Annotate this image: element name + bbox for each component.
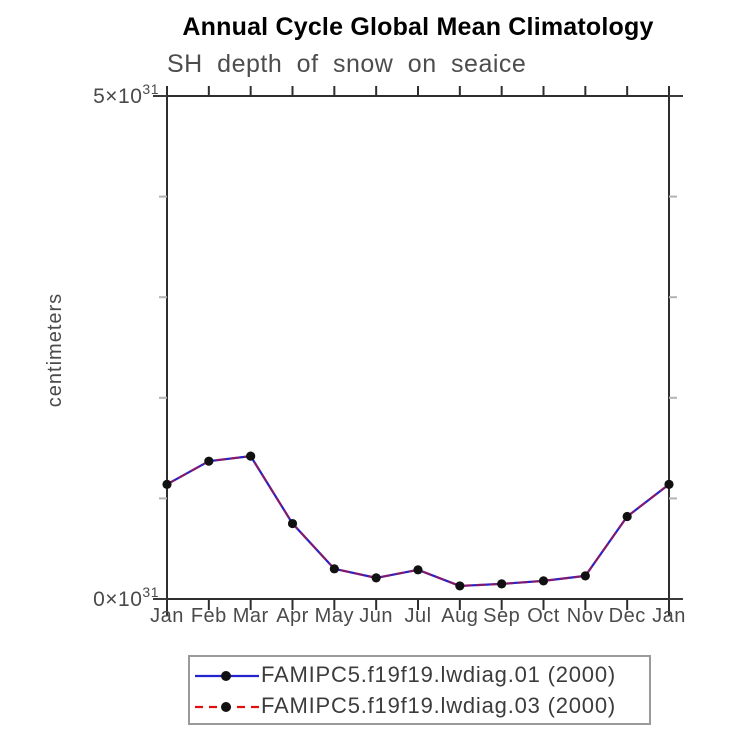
month-tick-label: Mar [233, 605, 269, 627]
data-point-marker [204, 456, 214, 466]
data-point-marker [538, 576, 549, 586]
axis-frame [166, 95, 670, 600]
month-tick-label: Aug [441, 605, 478, 627]
data-point-marker [162, 479, 172, 489]
data-point-marker [246, 451, 256, 461]
month-tick-label: Dec [609, 605, 646, 627]
month-tick-label: Jan [652, 605, 686, 627]
month-tick-label: Sep [483, 605, 520, 627]
month-tick-label: Feb [191, 605, 227, 627]
legend: FAMIPC5.f19f19.lwdiag.01 (2000) FAMIPC5.f… [188, 655, 651, 725]
chart-title: Annual Cycle Global Mean Climatology [182, 13, 654, 41]
y-tick-labels: 5×1031 0×1031 [93, 81, 159, 611]
top-axis-ticks [166, 86, 670, 96]
month-tick-label: Apr [276, 605, 309, 627]
month-tick-labels: Jan Feb Mar Apr May Jun Jul Aug Sep Oct Nov Dec Jan [150, 605, 686, 627]
data-point-marker [371, 573, 381, 583]
legend-line-sample-dashed [195, 700, 259, 712]
data-point-marker [455, 581, 465, 591]
legend-row: FAMIPC5.f19f19.lwdiag.03 (2000) [195, 690, 649, 721]
y-axis-ticks [153, 95, 683, 600]
bottom-axis-ticks [166, 599, 670, 616]
data-point-marker [497, 579, 507, 589]
month-tick-label: Nov [567, 605, 604, 627]
legend-series-label: FAMIPC5.f19f19.lwdiag.03 (2000) [261, 692, 616, 718]
legend-row: FAMIPC5.f19f19.lwdiag.01 (2000) [195, 659, 649, 690]
data-point-marker [329, 564, 339, 574]
data-point-marker [413, 565, 423, 575]
y-axis-title: centimeters [44, 293, 66, 407]
month-tick-label: Jun [359, 605, 393, 627]
legend-marker-dot-icon [221, 701, 231, 712]
month-tick-label: Oct [527, 605, 560, 627]
data-point-marker [580, 571, 590, 581]
y-tick-label: 5×1031 [93, 81, 159, 108]
data-point-marker [664, 479, 674, 489]
legend-series-label: FAMIPC5.f19f19.lwdiag.01 (2000) [261, 661, 616, 687]
legend-marker-dot-icon [221, 670, 231, 681]
legend-line-sample-solid [195, 669, 259, 681]
month-tick-label: Jan [150, 605, 184, 627]
month-tick-label: Jul [404, 605, 431, 627]
data-point-marker [622, 511, 632, 522]
data-markers [162, 451, 674, 591]
data-point-marker [287, 518, 298, 529]
chart-subtitle: SH depth of snow on seaice [167, 50, 527, 78]
y-tick-label: 0×1031 [93, 584, 159, 611]
month-tick-label: May [315, 605, 354, 627]
y-axis-title-group: centimeters [44, 293, 66, 407]
